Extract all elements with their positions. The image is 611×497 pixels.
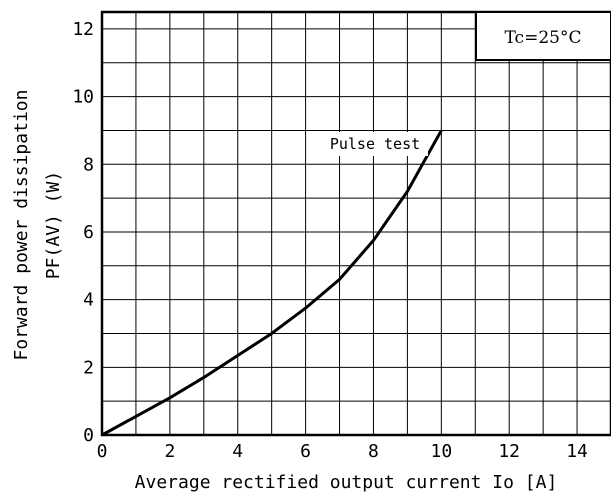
y-tick-labels: 0 2 4 6 8 10 12 [72, 19, 94, 446]
condition-label: Tc=25°C [505, 28, 582, 48]
y-axis-label-line2: PF(AV) (W) [43, 171, 64, 279]
x-tick-label: 2 [164, 441, 175, 462]
y-tick-label: 8 [83, 154, 94, 175]
y-tick-label: 6 [83, 222, 94, 243]
series-line [101, 129, 443, 437]
x-tick-label: 10 [430, 441, 452, 462]
condition-box [475, 11, 611, 61]
y-tick-label: 12 [72, 19, 94, 40]
x-axis-label: Average rectified output current Io [A] [135, 472, 558, 493]
x-tick-label: 14 [566, 441, 588, 462]
gridlines [102, 12, 611, 435]
y-tick-label: 2 [83, 357, 94, 378]
x-tick-label: 12 [498, 441, 520, 462]
x-tick-labels: 0 2 4 6 8 10 12 14 [97, 441, 588, 462]
series-layer [101, 129, 443, 437]
y-tick-label: 10 [72, 87, 94, 108]
y-tick-label: 4 [83, 290, 94, 311]
annotation-pulse-test: Pulse test [330, 135, 420, 153]
y-axis-label: Forward power dissipation PF(AV) (W) [11, 90, 64, 361]
annotation-background [322, 132, 428, 156]
x-tick-label: 8 [368, 441, 379, 462]
y-tick-label: 0 [83, 425, 94, 446]
x-tick-label: 4 [232, 441, 243, 462]
plot-frame [100, 10, 611, 437]
y-axis-label-line1: Forward power dissipation [11, 90, 32, 361]
x-tick-label: 0 [97, 441, 108, 462]
x-tick-label: 6 [300, 441, 311, 462]
